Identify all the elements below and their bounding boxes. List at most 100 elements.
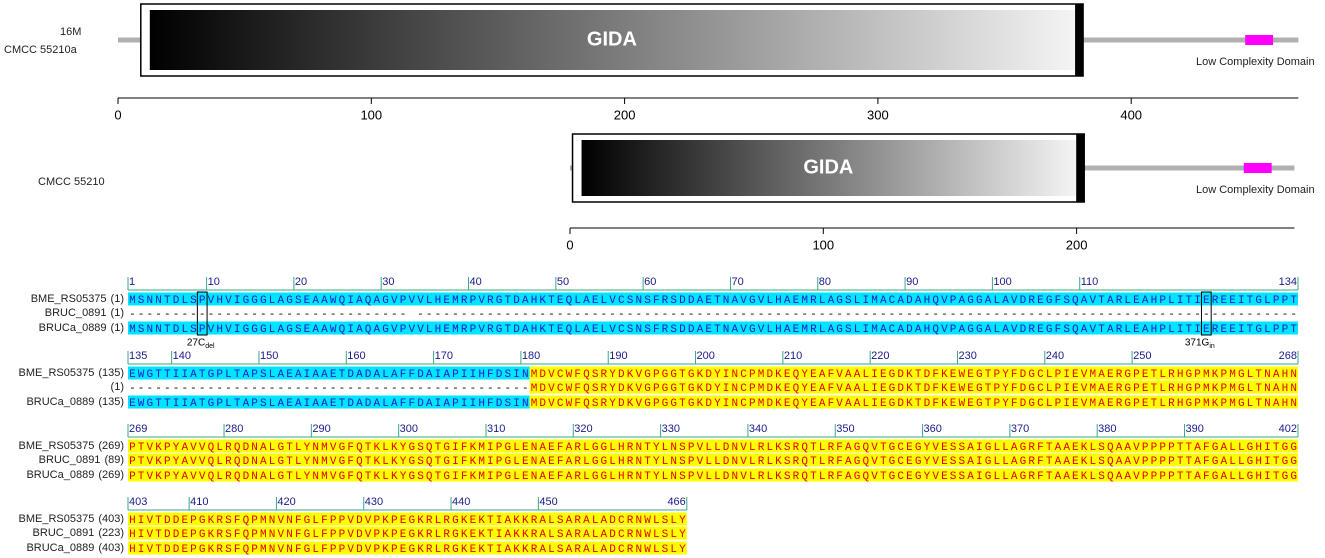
ruler-label: 230 (958, 350, 976, 362)
ruler-label: 135 (129, 350, 147, 362)
strain-tag: 16M (60, 26, 81, 38)
ruler-label: 466 (667, 496, 685, 508)
ruler-label: 10 (208, 276, 220, 288)
ruler-label: 150 (260, 350, 278, 362)
row-name: BME_RS05375 (31, 293, 107, 305)
mutation-subscript: in (1209, 343, 1215, 350)
mutation-label: 371G (1185, 338, 1210, 349)
axis-tick-label: 300 (867, 107, 889, 122)
domain-edge (1075, 4, 1084, 76)
ruler-label: 450 (539, 496, 557, 508)
ruler-label: 402 (1279, 423, 1297, 435)
low-complexity (1243, 163, 1272, 173)
ruler-label: 210 (784, 350, 802, 362)
ruler-label: 310 (487, 423, 505, 435)
ruler-label: 80 (819, 276, 831, 288)
highlight (128, 468, 1298, 482)
ruler-label: 268 (1279, 350, 1297, 362)
ruler-label: 240 (1046, 350, 1064, 362)
ruler-label: 280 (225, 423, 243, 435)
sequence: HIVTDDEPGKRSFQPMNVNFGLFPPVDVPKPEGKRLRGKE… (129, 544, 686, 556)
highlight (529, 395, 1298, 409)
row-start: (89) (104, 454, 124, 466)
highlight (128, 512, 687, 526)
ruler-label: 140 (173, 350, 191, 362)
row-start: (403) (98, 513, 124, 525)
ruler-label: 180 (522, 350, 540, 362)
sequence: -------------------------------- -------… (129, 309, 1297, 321)
highlight (128, 453, 1298, 467)
highlight (128, 541, 687, 555)
sequence: MSNNTDLSPVHVIGGGLAGSEAAWQIAQAGVPVVLHEMRP… (129, 295, 1297, 307)
strain-label: CMCC 55210 (38, 176, 105, 188)
mutation-label: 27C (187, 338, 205, 349)
ruler-label: 380 (1098, 423, 1116, 435)
domain-label: GIDA (803, 156, 853, 178)
row-start: (403) (98, 542, 124, 554)
highlight (128, 292, 1298, 306)
low-complexity-label: Low Complexity Domain (1196, 56, 1315, 68)
ruler-label: 350 (836, 423, 854, 435)
highlight (128, 526, 687, 540)
row-start: (1) (111, 307, 124, 319)
row-start: (1) (111, 322, 124, 334)
ruler-label: 70 (731, 276, 743, 288)
ruler-label: 220 (871, 350, 889, 362)
sequence: HIVTDDEPGKRSFQPMNVNFGLFPPVDVPKPEGKRLRGKE… (129, 515, 686, 527)
row-name: BME_RS05375 (18, 367, 94, 379)
row-name: BRUCa_0889 (26, 469, 94, 481)
ruler-label: 90 (906, 276, 918, 288)
axis-tick-label: 200 (614, 107, 636, 122)
axis-tick-label: 400 (1120, 107, 1142, 122)
row-start: (1) (111, 381, 124, 393)
ruler-label: 20 (295, 276, 307, 288)
ruler-label: 330 (662, 423, 680, 435)
ruler-label: 269 (129, 423, 147, 435)
ruler-label: 370 (1011, 423, 1029, 435)
row-name: BME_RS05375 (18, 513, 94, 525)
ruler-label: 320 (574, 423, 592, 435)
row-name: BRUCa_0889 (26, 542, 94, 554)
ruler-label: 30 (382, 276, 394, 288)
ruler-label: 110 (1081, 276, 1099, 288)
mutation-box (196, 291, 208, 336)
highlight (529, 380, 1298, 394)
ruler-label: 50 (557, 276, 569, 288)
highlight (529, 366, 1298, 380)
ruler-label: 360 (924, 423, 942, 435)
row-start: (1) (111, 293, 124, 305)
ruler-label: 403 (129, 496, 147, 508)
ruler-label: 300 (400, 423, 418, 435)
ruler-label: 160 (347, 350, 365, 362)
ruler-label: 250 (1133, 350, 1151, 362)
axis-tick-label: 100 (812, 237, 834, 252)
low-complexity (1245, 35, 1274, 45)
domain-edge (1076, 134, 1085, 202)
ruler-label: 190 (609, 350, 627, 362)
highlight (128, 395, 530, 409)
domain-label: GIDA (587, 28, 637, 50)
row-start: (135) (98, 396, 124, 408)
sequence: HIVTDDEPGKRSFQPMNVNFGLFPPVDVPKPEGKRLRGKE… (129, 529, 686, 541)
row-name: BRUCa_0889 (26, 396, 94, 408)
ruler-label: 420 (277, 496, 295, 508)
axis-tick-label: 100 (360, 107, 382, 122)
row-start: (223) (98, 527, 124, 539)
row-name: BRUC_0891 (45, 307, 107, 319)
axis-tick-label: 0 (114, 107, 121, 122)
sequence: MSNNTDLSPVHVIGGGLAGSEAAWQIAQAGVPVVLHEMRP… (129, 324, 1297, 336)
ruler-label: 40 (470, 276, 482, 288)
ruler-label: 170 (435, 350, 453, 362)
row-start: (269) (98, 440, 124, 452)
ruler-label: 200 (697, 350, 715, 362)
domain-gradient (149, 10, 1076, 70)
axis-tick-label: 0 (566, 237, 573, 252)
ruler-label: 440 (452, 496, 470, 508)
mutation-box (1200, 291, 1212, 336)
row-name: BRUC_0891 (39, 454, 101, 466)
row-start: (269) (98, 469, 124, 481)
row-name: BME_RS05375 (18, 440, 94, 452)
highlight (128, 439, 1298, 453)
highlight (128, 321, 1298, 335)
